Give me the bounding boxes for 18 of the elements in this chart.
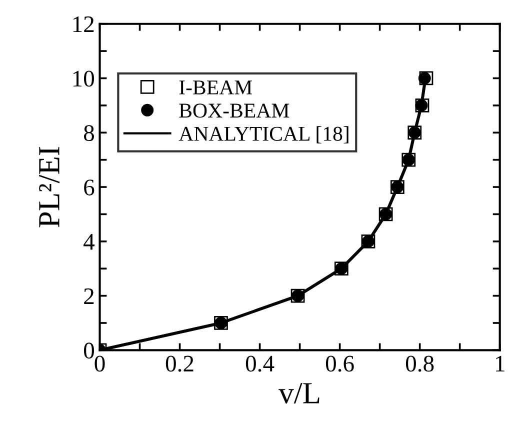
y-axis-title: PL²/EI [39, 147, 60, 228]
x-axis-title: v/L [278, 383, 320, 404]
y-tick-label: 0 [84, 342, 94, 359]
y-tick-label: 10 [73, 70, 94, 87]
legend-label: ANALYTICAL [18] [178, 126, 348, 144]
y-tick-label: 12 [73, 16, 94, 32]
x-tick-label: 0.4 [246, 356, 274, 372]
y-tick-label: 6 [84, 180, 94, 196]
x-tick-label: 0 [94, 356, 105, 372]
y-tick-label: 4 [84, 234, 95, 250]
y-tick-label: 2 [84, 288, 94, 304]
x-tick-label: 0.2 [166, 356, 194, 372]
x-tick-label: 1 [496, 356, 504, 372]
x-tick-label: 0.6 [326, 356, 354, 372]
legend-label: BOX-BEAM [179, 104, 290, 118]
legend-label: I-BEAM [179, 80, 252, 94]
y-tick-label: 8 [84, 125, 94, 142]
x-tick-label: 0.8 [406, 356, 434, 372]
